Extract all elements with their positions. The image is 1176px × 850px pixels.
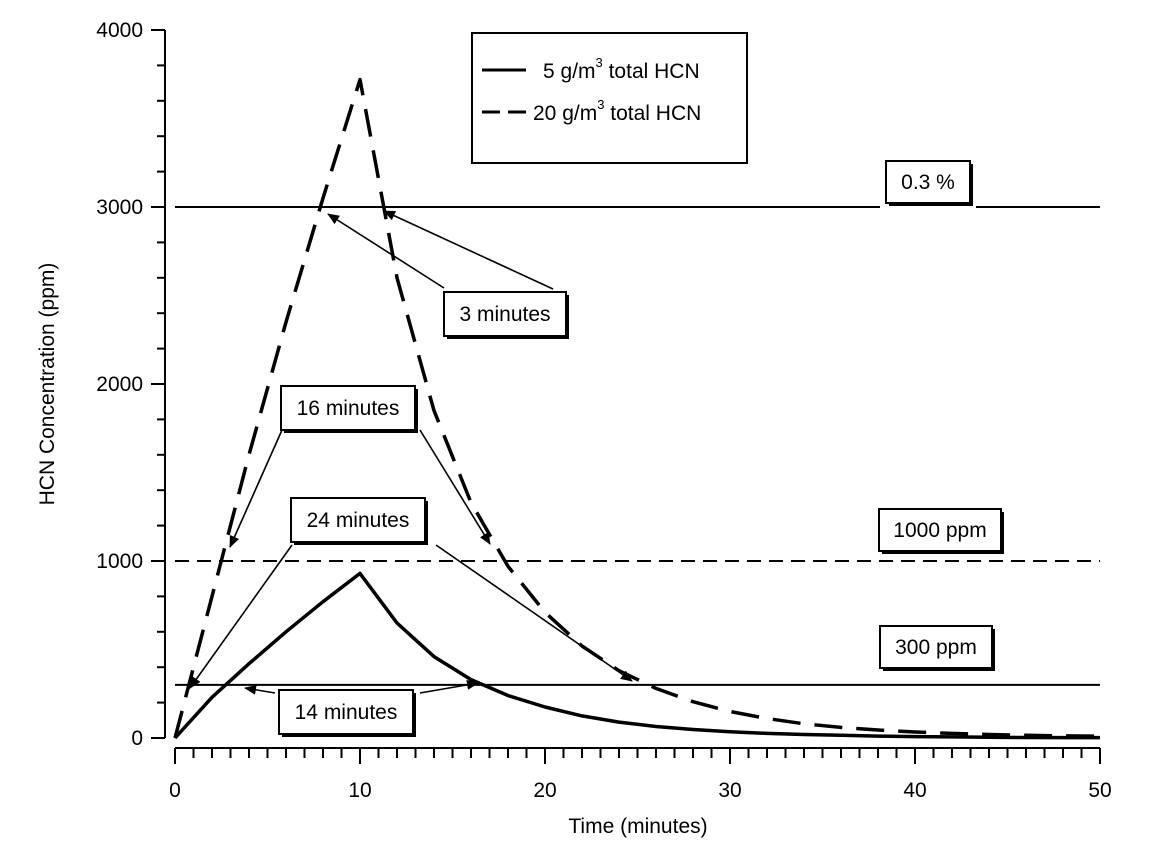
legend: 5 g/m3 total HCN 20 g/m3 total HCN [471,32,748,164]
annotation-text: 3 minutes [459,303,550,326]
reference-label-text: 0.3 % [901,171,955,194]
reference-label-text: 1000 ppm [893,519,986,542]
annotation-arrow-6 [244,684,276,695]
annotation-text: 24 minutes [307,509,410,532]
annotation-arrows [189,210,633,695]
annotation-arrow-5 [435,544,633,682]
annotation-text: 14 minutes [295,701,398,724]
series-line-1 [173,77,1101,739]
x-tick-label: 0 [169,779,181,802]
annotation-text: 16 minutes [297,397,400,420]
annotation-arrow-2 [229,429,283,548]
series-line-0 [173,571,1100,740]
annotation-arrow-4 [189,544,293,689]
reference-label-0: 0.3 % [880,155,976,209]
reference-lines [175,206,1100,686]
x-axis-title: Time (minutes) [568,815,707,838]
legend-box [471,32,748,164]
ticks: 0 1000 2000 3000 4000 0 10 20 30 40 50 [96,19,1111,802]
x-tick-label: 20 [533,779,556,802]
annotation-3: 14 minutes [278,689,416,737]
annotation-arrow-7 [419,679,479,694]
reference-label-text: 300 ppm [895,636,977,659]
legend-entry-20g: 20 g/m3 total HCN [533,97,701,125]
x-tick-label: 40 [903,779,926,802]
annotation-arrow-1 [327,213,445,289]
reference-label-2: 300 ppm [874,620,998,674]
y-tick-label: 3000 [96,196,143,219]
y-tick-label: 1000 [96,550,143,573]
annotation-1: 16 minutes [280,385,418,433]
annotation-boxes: 3 minutes 16 minutes 24 minutes 14 minutes [278,291,569,737]
annotation-2: 24 minutes [290,497,428,545]
reference-line-labels: 0.3 % 1000 ppm 300 ppm [873,155,1007,674]
legend-entry-5g: 5 g/m3 total HCN [543,55,700,83]
y-tick-label: 0 [131,727,143,750]
annotation-0: 3 minutes [443,291,569,339]
x-tick-label: 50 [1088,779,1111,802]
reference-label-1: 1000 ppm [873,503,1007,557]
y-tick-label: 2000 [96,373,143,396]
y-tick-label: 4000 [96,19,143,42]
annotation-arrow-0 [383,210,554,290]
annotation-arrow-3 [419,429,491,545]
data-series [173,77,1101,740]
y-axis-title: HCN Concentration (ppm) [36,263,59,506]
x-tick-label: 10 [348,779,371,802]
x-tick-label: 30 [718,779,741,802]
